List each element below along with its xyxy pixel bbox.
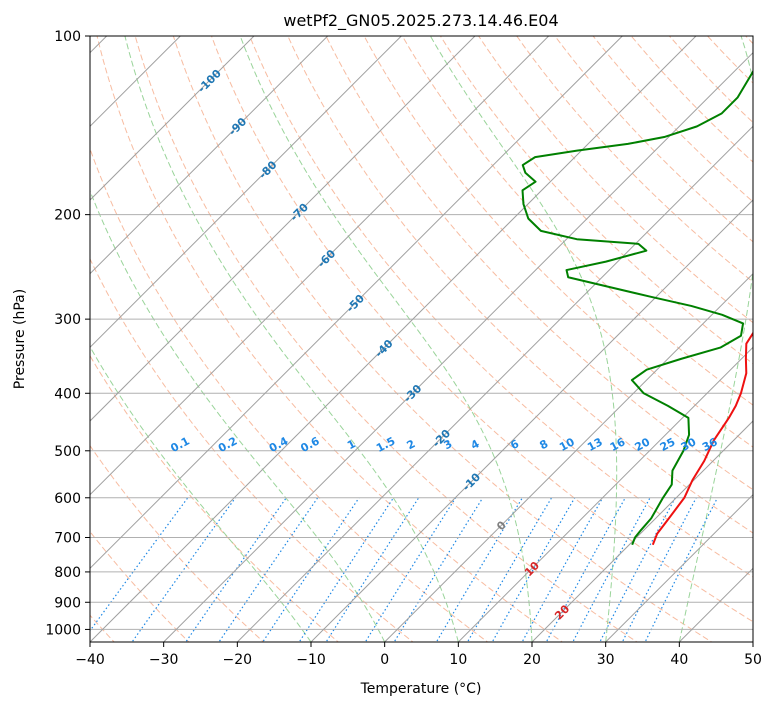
mixing-ratio-label: 30 [679, 435, 699, 454]
x-tick-label: −20 [223, 652, 253, 668]
isotherm-line [236, 125, 753, 642]
mixing-ratio-line [218, 497, 319, 642]
mixing-ratio-label: 13 [585, 435, 605, 454]
x-axis-label: Temperature (°C) [360, 681, 482, 697]
x-tick-label: 20 [523, 652, 541, 668]
y-tick-label: 200 [54, 208, 81, 224]
series-layer [521, 69, 753, 546]
dry-adiabat-line [211, 36, 753, 623]
isotherm-line [90, 36, 329, 275]
pressure-gridlines [90, 36, 753, 630]
isotherm-line [90, 36, 255, 201]
x-tick-label: −40 [75, 652, 105, 668]
isotherm-line [310, 199, 753, 642]
x-tick-label: −30 [149, 652, 179, 668]
dewpoint-profile-line [521, 69, 753, 546]
chart-title: wetPf2_GN05.2025.273.14.46.E04 [283, 11, 558, 31]
moist-adiabat-line [90, 345, 312, 642]
mixing-ratio-line [325, 497, 420, 642]
dry-adiabat-line [325, 36, 753, 491]
moist-adiabat-line [678, 36, 753, 642]
isotherm-line [90, 36, 550, 496]
y-tick-label: 600 [54, 491, 81, 507]
x-tick-label: 0 [380, 652, 389, 668]
mixing-ratio-line [435, 497, 523, 642]
y-tick-label: 300 [54, 312, 81, 328]
dry-adiabat-line [363, 36, 753, 448]
mixing-ratio-line [466, 497, 553, 642]
mixing-ratio-line [644, 497, 719, 642]
x-axis: −40 −30 −20 −10 0 10 20 30 40 50 [75, 642, 762, 668]
temperature-profile-line [651, 331, 753, 546]
y-tick-label: 700 [54, 531, 81, 547]
isotherm-line [90, 36, 623, 570]
x-tick-label: 10 [449, 652, 467, 668]
y-tick-label: 800 [54, 565, 81, 581]
dry-adiabat-line [96, 36, 564, 642]
dry-adiabat-line [478, 36, 753, 324]
x-tick-label: 30 [597, 652, 615, 668]
y-axis-label: Pressure (hPa) [12, 289, 28, 389]
mixing-ratio-line [364, 497, 457, 642]
moist-adiabat-line [124, 36, 459, 642]
isotherm-line [457, 346, 753, 642]
mixing-ratio-line [521, 497, 604, 642]
isotherm-line [90, 36, 476, 422]
plot-area: -100-90-80-70-60-50-40-30-20-10010203040… [90, 36, 753, 642]
mixing-ratio-lines [90, 497, 719, 642]
isotherm-line [163, 51, 753, 642]
y-tick-label: 500 [54, 444, 81, 460]
x-tick-label: 40 [670, 652, 688, 668]
y-tick-label: 100 [54, 29, 81, 45]
moist-adiabat-line [239, 36, 533, 642]
mixing-ratio-label: 36 [700, 435, 720, 454]
y-axis: 100 200 300 400 500 600 700 800 900 1000 [45, 29, 90, 638]
mixing-ratio-label: 10 [557, 435, 577, 454]
dry-adiabat-line [249, 36, 753, 578]
x-tick-label: 50 [744, 652, 762, 668]
dry-adiabat-line [401, 36, 753, 406]
y-tick-label: 900 [54, 595, 81, 611]
mixing-ratio-label: 16 [608, 435, 628, 454]
dry-adiabat-line [90, 444, 265, 642]
isotherm-line [90, 36, 697, 642]
moist-adiabats [90, 36, 753, 642]
isotherm-lines [90, 36, 753, 642]
x-tick-label: −10 [296, 652, 326, 668]
isotherm-line [605, 493, 753, 642]
mixing-ratio-line [131, 497, 236, 642]
dry-adiabat-line [90, 147, 489, 642]
plot-frame [89, 35, 754, 643]
moist-adiabat-line [429, 36, 618, 642]
mixing-ratio-label: 20 [633, 435, 653, 454]
y-tick-label: 1000 [45, 622, 81, 638]
mixing-ratio-line [185, 497, 287, 642]
y-tick-label: 400 [54, 386, 81, 402]
isotherm-line [90, 36, 402, 349]
moist-adiabat-line [90, 189, 386, 642]
isotherm-line [384, 272, 753, 642]
mixing-ratio-label: 25 [658, 435, 678, 454]
mixing-ratio-line [491, 497, 576, 642]
